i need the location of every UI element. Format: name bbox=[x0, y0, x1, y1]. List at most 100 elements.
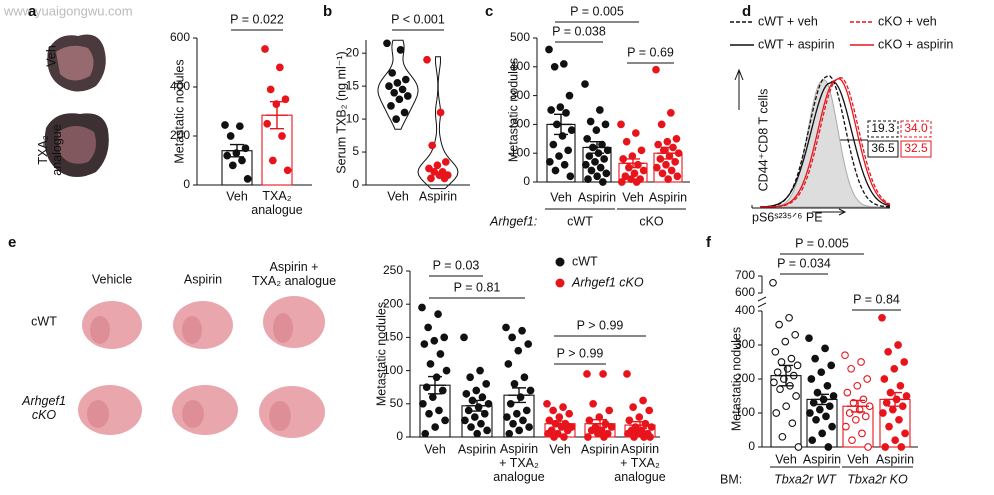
data-point bbox=[238, 156, 246, 165]
data-point bbox=[781, 337, 790, 346]
data-point bbox=[558, 132, 567, 140]
data-point bbox=[630, 433, 638, 441]
data-point bbox=[596, 163, 605, 172]
data-point bbox=[560, 160, 569, 169]
data-point bbox=[811, 354, 819, 363]
data-point bbox=[664, 175, 673, 183]
data-point bbox=[592, 126, 601, 135]
x-tick-label-box: Aspirin + TXA₂ analogue bbox=[493, 442, 544, 484]
data-point bbox=[630, 169, 639, 178]
gate-value: 34.0 bbox=[904, 121, 928, 135]
data-point bbox=[467, 423, 475, 431]
data-point bbox=[817, 368, 826, 377]
data-point bbox=[646, 433, 654, 441]
data-point bbox=[617, 120, 625, 129]
y-tick-label: 50 bbox=[390, 396, 404, 410]
axis-break bbox=[757, 302, 767, 308]
data-point bbox=[827, 361, 836, 370]
y-tick-label: 250 bbox=[383, 263, 403, 277]
data-point bbox=[510, 380, 519, 388]
data-point bbox=[549, 140, 558, 149]
data-point bbox=[261, 45, 269, 53]
panel-letter: f bbox=[706, 234, 712, 251]
data-point bbox=[436, 350, 445, 358]
error-bar bbox=[466, 399, 488, 412]
data-point bbox=[266, 85, 275, 94]
data-point bbox=[400, 108, 409, 117]
lung-lobe-shade bbox=[87, 313, 293, 431]
data-point bbox=[623, 370, 631, 378]
data-point bbox=[440, 333, 449, 342]
group-label: cWT bbox=[567, 214, 593, 228]
x-tick-label: Veh bbox=[549, 442, 571, 456]
data-point bbox=[847, 364, 855, 373]
data-point bbox=[428, 141, 437, 150]
axis-label: Serum TXB₂ (ng ml⁻¹) bbox=[334, 51, 348, 173]
data-point bbox=[599, 370, 607, 378]
data-point bbox=[624, 429, 632, 438]
x-tick-label: Veh bbox=[622, 190, 644, 204]
data-point bbox=[864, 443, 872, 451]
data-point bbox=[880, 375, 889, 383]
p-value: P = 0.038 bbox=[552, 24, 606, 38]
data-point bbox=[896, 381, 905, 390]
y-tick-label: 0 bbox=[396, 429, 403, 443]
data-point bbox=[808, 436, 817, 445]
data-point bbox=[395, 95, 404, 104]
error-bar bbox=[775, 364, 797, 387]
data-point bbox=[793, 361, 802, 370]
error-bar bbox=[226, 143, 248, 158]
flow-histogram bbox=[760, 74, 891, 208]
data-point bbox=[583, 370, 591, 378]
legend-label: cWT + veh bbox=[758, 14, 818, 28]
p-value: P = 0.022 bbox=[230, 12, 284, 26]
data-point bbox=[547, 106, 556, 114]
p-value: P = 0.005 bbox=[795, 236, 849, 250]
data-point bbox=[223, 151, 232, 160]
data-point bbox=[566, 172, 575, 181]
axis-label: Metastatic nodules bbox=[729, 327, 743, 431]
data-point bbox=[581, 160, 590, 169]
gate-value: 19.3 bbox=[871, 121, 895, 135]
data-point bbox=[882, 398, 891, 407]
x-tick-label: Aspirin bbox=[458, 442, 496, 456]
data-point bbox=[514, 346, 523, 355]
data-point bbox=[431, 423, 440, 431]
data-point bbox=[842, 422, 850, 431]
y-tick-label: 200 bbox=[510, 117, 530, 131]
data-point bbox=[504, 360, 513, 368]
data-point bbox=[426, 360, 435, 368]
x-tick-label: Veh bbox=[424, 442, 446, 456]
legend-label: Arhgef1 cKO bbox=[571, 275, 644, 289]
data-point bbox=[782, 402, 791, 411]
p-value: P > 0.99 bbox=[577, 318, 624, 332]
data-point bbox=[268, 156, 277, 165]
data-point bbox=[631, 129, 640, 137]
data-point bbox=[555, 413, 564, 421]
data-point bbox=[515, 426, 524, 435]
p-value: P = 0.005 bbox=[570, 4, 624, 18]
data-point bbox=[388, 69, 397, 77]
data-point bbox=[841, 351, 849, 360]
data-point bbox=[434, 310, 442, 319]
data-point bbox=[619, 155, 628, 163]
data-point bbox=[401, 75, 410, 84]
data-point bbox=[645, 406, 654, 415]
flow-legend-lines bbox=[730, 21, 874, 46]
data-point bbox=[565, 409, 574, 418]
data-point bbox=[559, 60, 568, 68]
data-point bbox=[563, 426, 572, 435]
data-point bbox=[822, 412, 830, 421]
y-tick-label: 0 bbox=[748, 439, 755, 453]
data-point bbox=[818, 429, 827, 438]
data-point bbox=[845, 409, 854, 417]
y-tick-label: 400 bbox=[510, 59, 530, 73]
data-point bbox=[602, 169, 611, 178]
data-point bbox=[241, 144, 250, 153]
y-tick-label: 200 bbox=[735, 371, 755, 385]
data-point bbox=[442, 366, 451, 375]
data-point bbox=[505, 429, 514, 438]
legend-label: cWT + aspirin bbox=[758, 37, 835, 51]
data-point bbox=[476, 366, 484, 375]
error-bar bbox=[508, 387, 530, 404]
